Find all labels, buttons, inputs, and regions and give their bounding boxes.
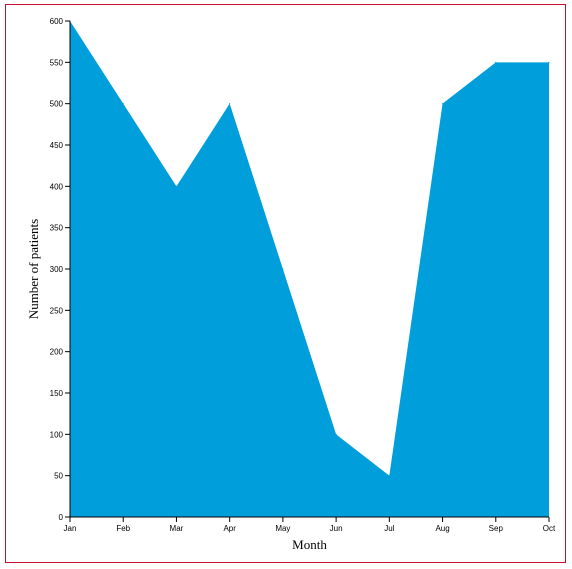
area-series-0 (70, 21, 549, 517)
y-axis-ticks: 0 50 100 150 200 250 300 350 400 450 500 550 600 (50, 17, 70, 522)
data-point-oct (548, 61, 550, 63)
data-point-jun (335, 433, 337, 435)
data-point-feb (122, 103, 124, 105)
x-tick-label-may: May (275, 524, 290, 533)
y-tick-label: 600 (50, 17, 64, 26)
y-tick-label: 300 (50, 265, 64, 274)
y-tick-label: 0 (59, 513, 64, 522)
x-axis-title: Month (292, 537, 327, 552)
data-point-apr (229, 103, 231, 105)
x-tick-label-oct: Oct (543, 524, 556, 533)
x-tick-label-feb: Feb (116, 524, 130, 533)
data-point-sep (495, 61, 497, 63)
x-tick-label-jun: Jun (330, 524, 343, 533)
x-tick-label-apr: Apr (223, 524, 236, 533)
y-tick-label: 350 (50, 224, 64, 233)
data-point-may (282, 268, 284, 270)
x-axis-ticks: Jan Feb Mar Apr May Jun Jul Aug Sep Oct (64, 517, 556, 533)
y-tick-label: 550 (50, 58, 64, 67)
x-tick-label-jul: Jul (384, 524, 394, 533)
x-tick-label-sep: Sep (489, 524, 504, 533)
x-tick-label-mar: Mar (170, 524, 184, 533)
y-axis-title: Number of patients (26, 219, 41, 319)
y-tick-label: 400 (50, 182, 64, 191)
y-tick-label: 450 (50, 141, 64, 150)
axes: 0 50 100 150 200 250 300 350 400 450 500 550 600 Jan… (50, 17, 556, 533)
data-point-jul (388, 475, 390, 477)
data-point-mar (175, 185, 178, 187)
y-tick-label: 100 (50, 430, 64, 439)
x-tick-label-jan: Jan (64, 524, 77, 533)
y-tick-label: 200 (50, 348, 64, 357)
y-tick-label: 50 (54, 472, 63, 481)
y-tick-label: 250 (50, 306, 64, 315)
area-layer (69, 20, 550, 517)
y-tick-label: 150 (50, 389, 64, 398)
x-tick-label-aug: Aug (435, 524, 449, 533)
data-point-aug (441, 103, 444, 105)
y-tick-label: 500 (50, 100, 64, 109)
